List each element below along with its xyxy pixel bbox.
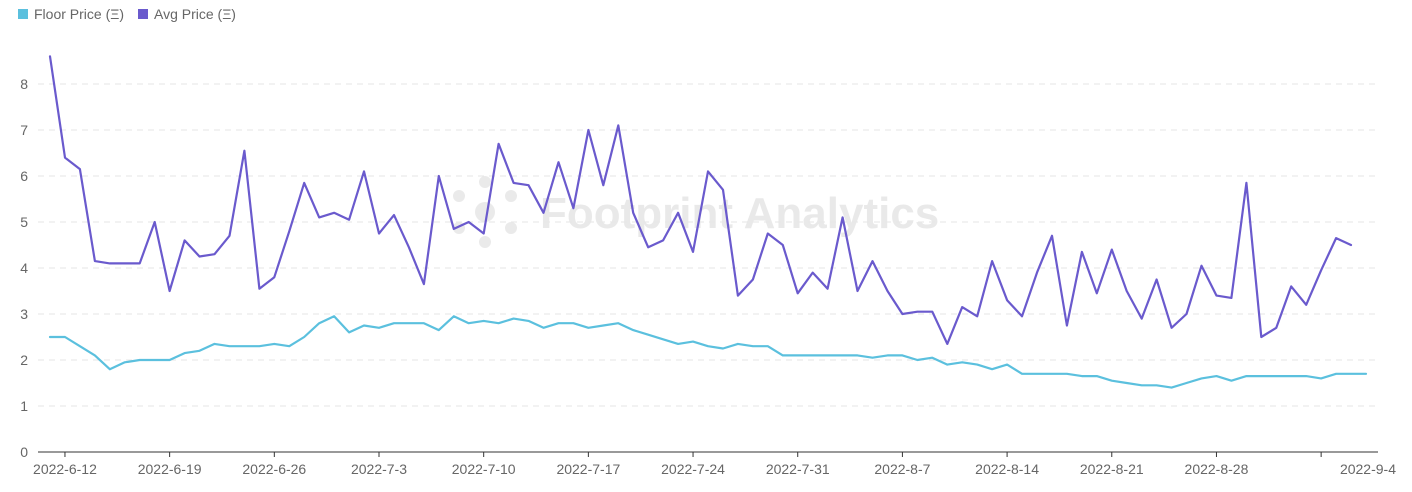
x-tick-label: 2022-9-4 — [1340, 461, 1396, 477]
x-tick-label: 2022-8-7 — [874, 461, 930, 477]
y-tick-label: 6 — [20, 168, 28, 184]
legend-item-avg-price[interactable]: Avg Price (Ξ) — [138, 6, 236, 22]
legend-item-floor-price[interactable]: Floor Price (Ξ) — [18, 6, 124, 22]
watermark: Footprint Analytics — [453, 176, 939, 248]
x-tick-label: 2022-8-14 — [975, 461, 1039, 477]
watermark-logo-icon — [453, 176, 517, 248]
legend-label-floor-price: Floor Price (Ξ) — [34, 6, 124, 22]
y-tick-label: 0 — [20, 444, 28, 460]
y-tick-label: 3 — [20, 306, 28, 322]
y-tick-label: 1 — [20, 398, 28, 414]
x-tick-label: 2022-6-12 — [33, 461, 97, 477]
y-tick-label: 8 — [20, 76, 28, 92]
y-tick-label: 5 — [20, 214, 28, 230]
x-tick-label: 2022-6-19 — [138, 461, 202, 477]
x-tick-label: 2022-7-3 — [351, 461, 407, 477]
series-line-avg-price[interactable] — [48, 55, 1353, 345]
x-tick-label: 2022-7-10 — [452, 461, 516, 477]
x-tick-label: 2022-7-31 — [766, 461, 830, 477]
y-tick-label: 4 — [20, 260, 28, 276]
x-tick-label: 2022-7-17 — [556, 461, 620, 477]
x-tick-label: 2022-8-28 — [1185, 461, 1249, 477]
legend-swatch-floor-price — [18, 9, 28, 19]
watermark-text: Footprint Analytics — [540, 189, 939, 238]
x-tick-label: 2022-6-26 — [242, 461, 306, 477]
legend: Floor Price (Ξ) Avg Price (Ξ) — [18, 6, 236, 22]
x-tick-label: 2022-7-24 — [661, 461, 725, 477]
x-tick-label: 2022-8-21 — [1080, 461, 1144, 477]
series-line-floor-price[interactable] — [48, 315, 1368, 389]
y-tick-label: 2 — [20, 352, 28, 368]
y-tick-label: 7 — [20, 122, 28, 138]
legend-swatch-avg-price — [138, 9, 148, 19]
legend-label-avg-price: Avg Price (Ξ) — [154, 6, 236, 22]
